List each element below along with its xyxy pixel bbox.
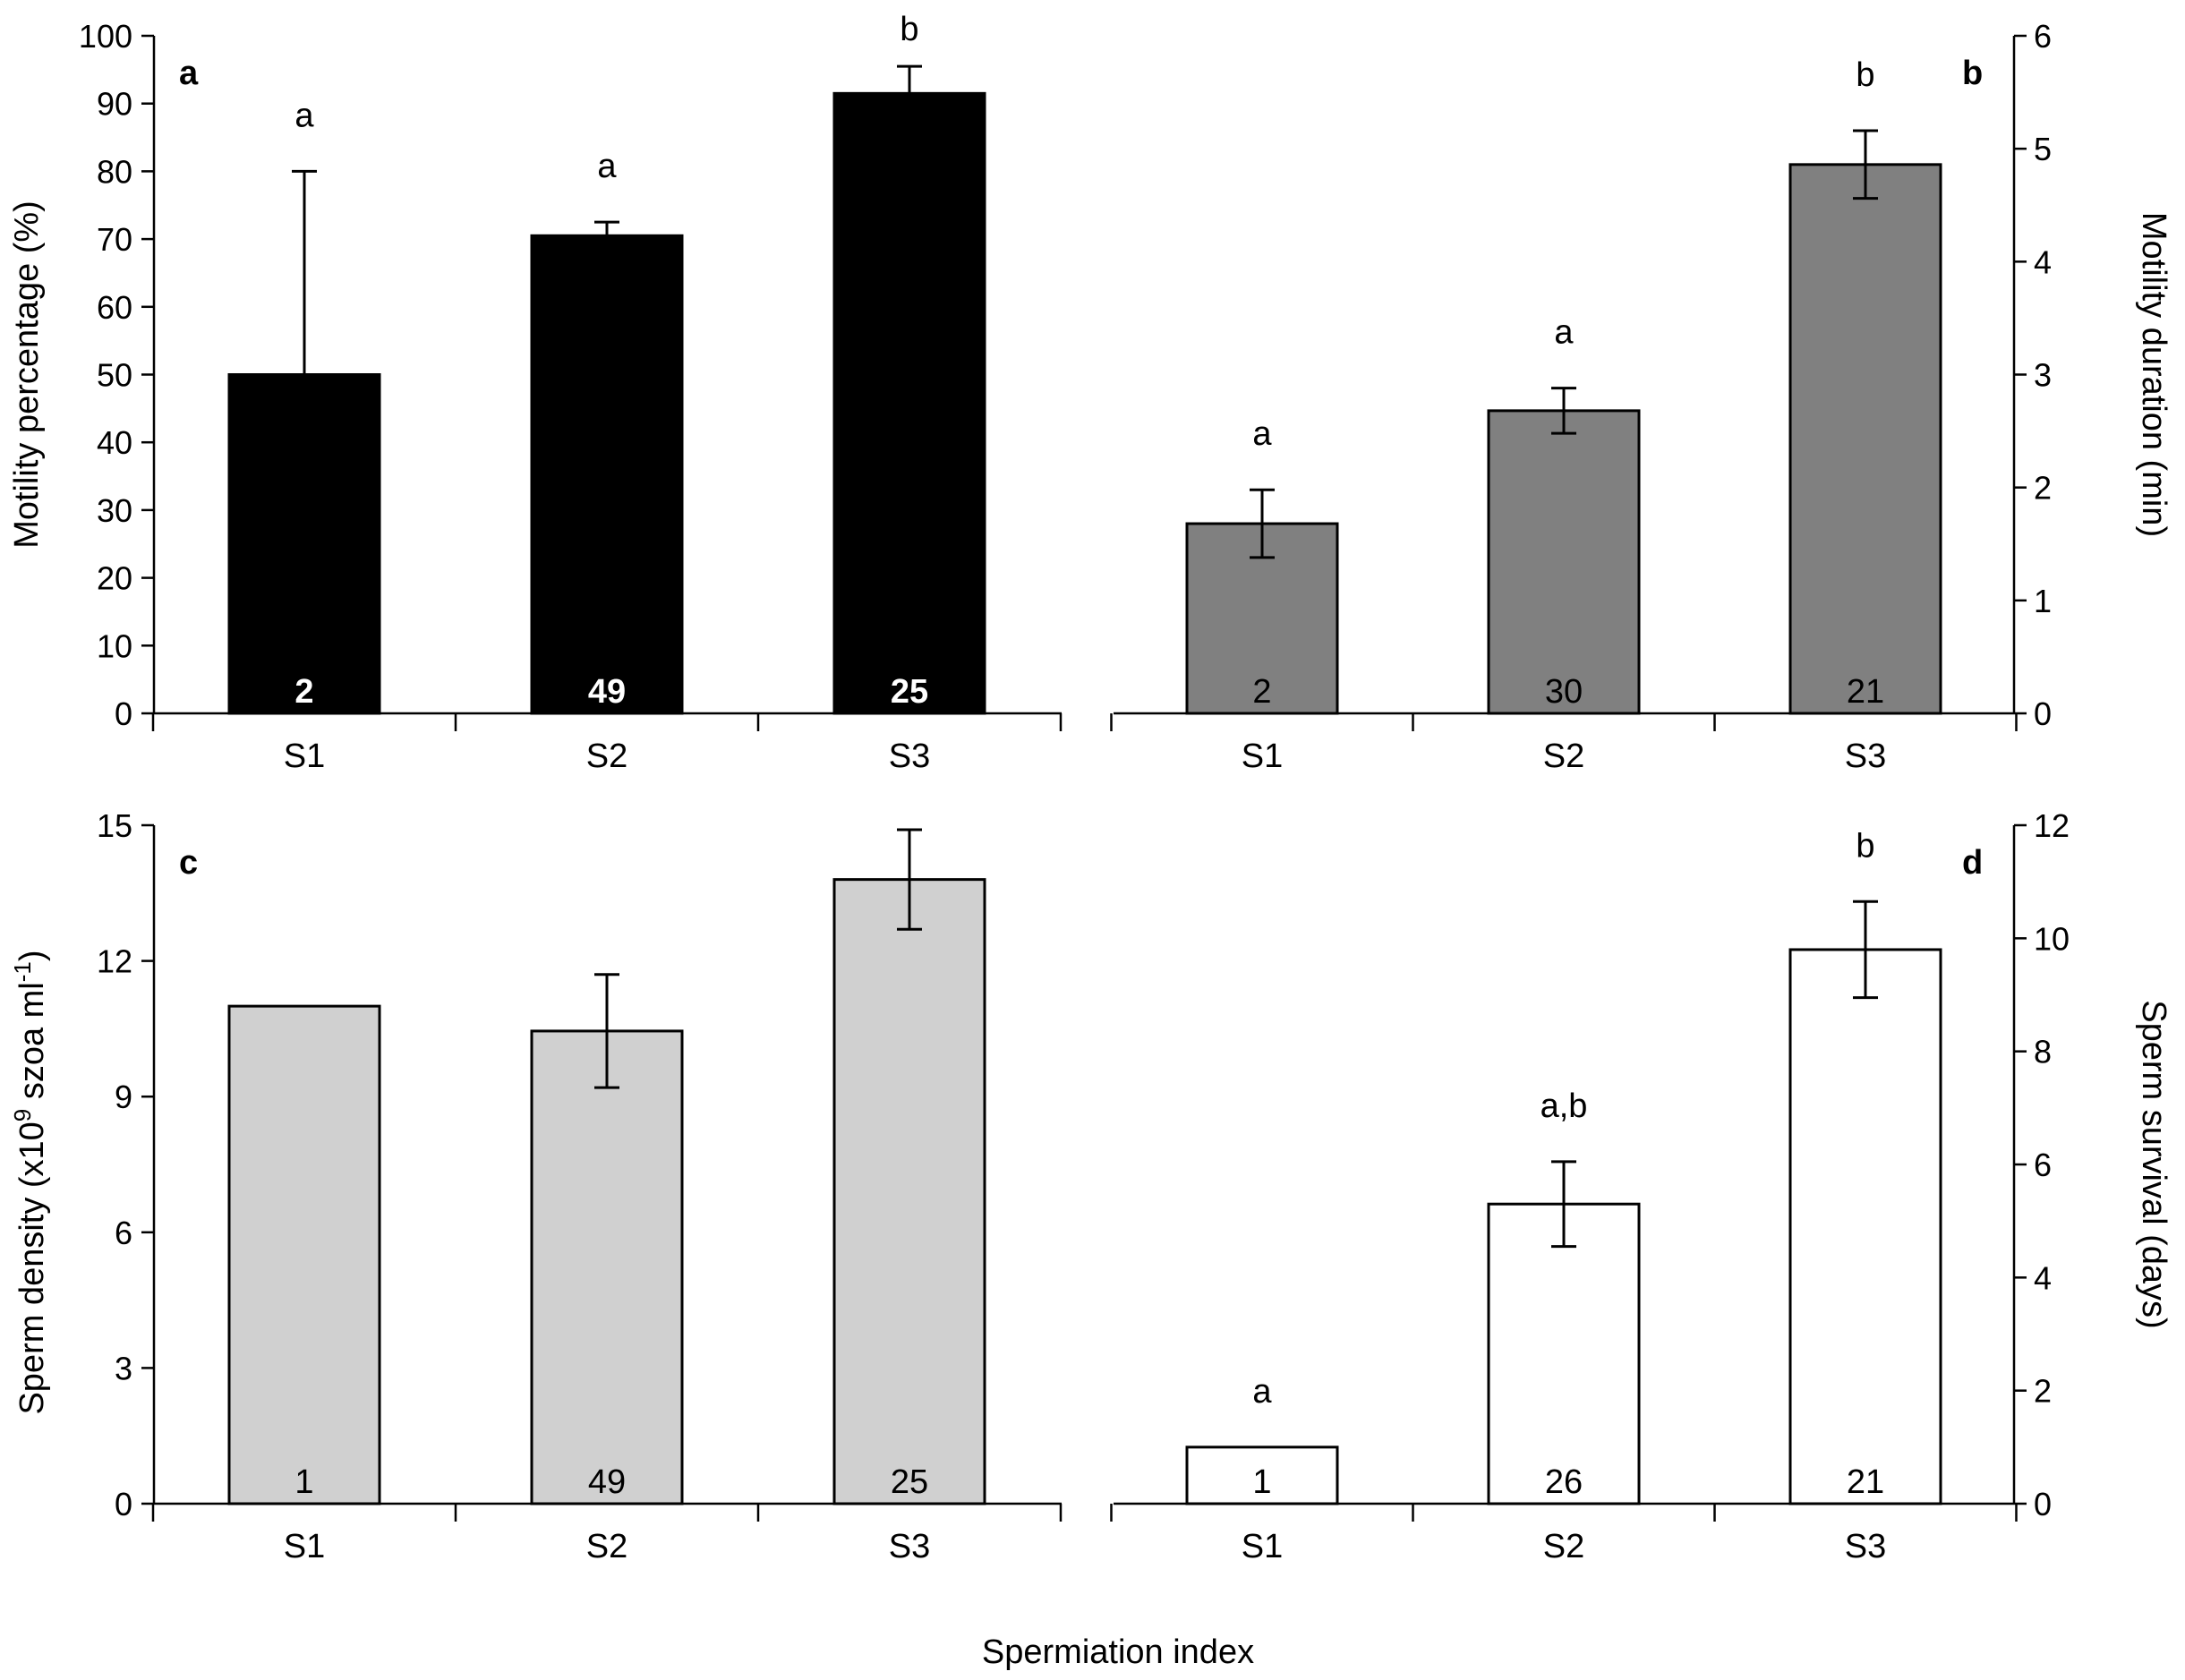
x-category-label: S2: [586, 738, 627, 775]
bar-s2: [530, 1029, 684, 1505]
x-category-label: S1: [284, 738, 325, 775]
y-tick-label: 40: [97, 424, 132, 461]
y-axis-title: Sperm density (x109 szoa ml-1): [9, 950, 51, 1414]
y-tick-label: 12: [2034, 807, 2070, 844]
n-label: 2: [1252, 673, 1271, 711]
bar-s1: [227, 373, 381, 715]
y-axis-title: Motility duration (min): [2135, 212, 2172, 537]
y-tick-label: 0: [115, 1486, 132, 1522]
significance-letter: a,b: [1541, 1087, 1588, 1125]
y-tick-label: 100: [79, 18, 132, 55]
significance-letter: a: [597, 148, 617, 185]
significance-letter: b: [1856, 56, 1874, 94]
x-category-label: S3: [1845, 738, 1886, 775]
bar-s3: [1788, 163, 1942, 715]
x-category-label: S3: [1845, 1528, 1886, 1565]
significance-letter: a: [1252, 1373, 1272, 1411]
x-category-label: S3: [889, 1528, 930, 1565]
y-tick-label: 0: [115, 695, 132, 732]
significance-letter: b: [1856, 827, 1874, 865]
panel-c-chart: 0 3 6 9 12 15 S1 S2 S3 1 49 25 c Sperm density (x109 …: [9, 807, 1063, 1565]
panel-label: d: [1962, 844, 1983, 882]
x-category-label: S3: [889, 738, 930, 775]
n-label: 1: [1252, 1463, 1271, 1501]
bar-s2: [1487, 409, 1641, 715]
y-tick-label: 50: [97, 357, 132, 394]
y-tick-label: 3: [2034, 357, 2052, 394]
y-tick-label: 3: [115, 1350, 132, 1386]
y-tick-label: 4: [2034, 243, 2052, 280]
y-axis-title: Motility percentage (%): [8, 200, 46, 549]
y-tick-label: 4: [2034, 1259, 2052, 1296]
y-tick-label: 8: [2034, 1034, 2052, 1070]
n-label: 25: [891, 673, 928, 711]
panel-label: c: [179, 844, 198, 882]
n-label: 21: [1847, 673, 1884, 711]
y-tick-label: 5: [2034, 131, 2052, 167]
significance-letter: a: [294, 97, 314, 134]
y-tick-label: 15: [97, 807, 132, 844]
x-category-label: S2: [1543, 738, 1584, 775]
y-tick-label: 60: [97, 289, 132, 326]
n-label: 1: [294, 1463, 313, 1501]
y-tick-label: 6: [2034, 18, 2052, 55]
bar-s3: [832, 91, 986, 715]
y-tick-label: 70: [97, 221, 132, 258]
panel-label: a: [179, 55, 199, 92]
panel-b-chart: 0 1 2 3 4 5 6 S1 S2 S3 2 a 30 a 21 b b Motility duration …: [1110, 18, 2172, 775]
y-tick-label: 6: [115, 1215, 132, 1251]
y-tick-label: 90: [97, 86, 132, 123]
y-tick-label: 6: [2034, 1147, 2052, 1183]
x-category-label: S1: [1242, 738, 1283, 775]
y-tick-label: 80: [97, 153, 132, 190]
n-label: 30: [1545, 673, 1583, 711]
n-label: 25: [891, 1463, 928, 1501]
x-category-label: S2: [1543, 1528, 1584, 1565]
y-tick-label: 0: [2034, 695, 2052, 732]
panel-a-chart: 0 10 20 30 40 50 60 70 80 90 100 S1 S2 S3 2 a 49 a 25 b a Mot…: [8, 11, 1063, 775]
y-tick-label: 20: [97, 560, 132, 597]
y-tick-label: 9: [115, 1079, 132, 1115]
n-label: 21: [1847, 1463, 1884, 1501]
x-category-label: S1: [284, 1528, 325, 1565]
y-tick-label: 1: [2034, 583, 2052, 619]
y-tick-label: 10: [2034, 920, 2070, 957]
bar-s1: [227, 1004, 381, 1505]
n-label: 26: [1545, 1463, 1583, 1501]
x-category-label: S1: [1242, 1528, 1283, 1565]
significance-letter: a: [1252, 415, 1272, 453]
y-tick-label: 2: [2034, 470, 2052, 507]
y-tick-label: 12: [97, 943, 132, 980]
n-label: 49: [588, 673, 626, 711]
bar-s1: [1185, 1445, 1339, 1505]
panel-d-chart: 0 2 4 6 8 10 12 S1 S2 S3 1 a 26 a,b 21 b d Sperm survival…: [1110, 807, 2172, 1565]
significance-letter: a: [1554, 314, 1574, 352]
bar-s2: [1487, 1202, 1641, 1505]
y-tick-label: 10: [97, 627, 132, 664]
bar-s3: [1788, 948, 1942, 1505]
bar-s2: [530, 234, 684, 715]
bar-s3: [832, 878, 986, 1505]
x-category-label: S2: [586, 1528, 627, 1565]
n-label: 2: [294, 673, 313, 711]
y-tick-label: 0: [2034, 1486, 2052, 1522]
significance-letter: b: [900, 11, 918, 48]
panel-label: b: [1962, 55, 1983, 92]
y-tick-label: 30: [97, 492, 132, 529]
x-axis-title: Spermiation index: [982, 1633, 1254, 1671]
y-tick-label: 2: [2034, 1373, 2052, 1410]
y-axis-title: Sperm survival (days): [2135, 1000, 2172, 1328]
n-label: 49: [588, 1463, 626, 1501]
